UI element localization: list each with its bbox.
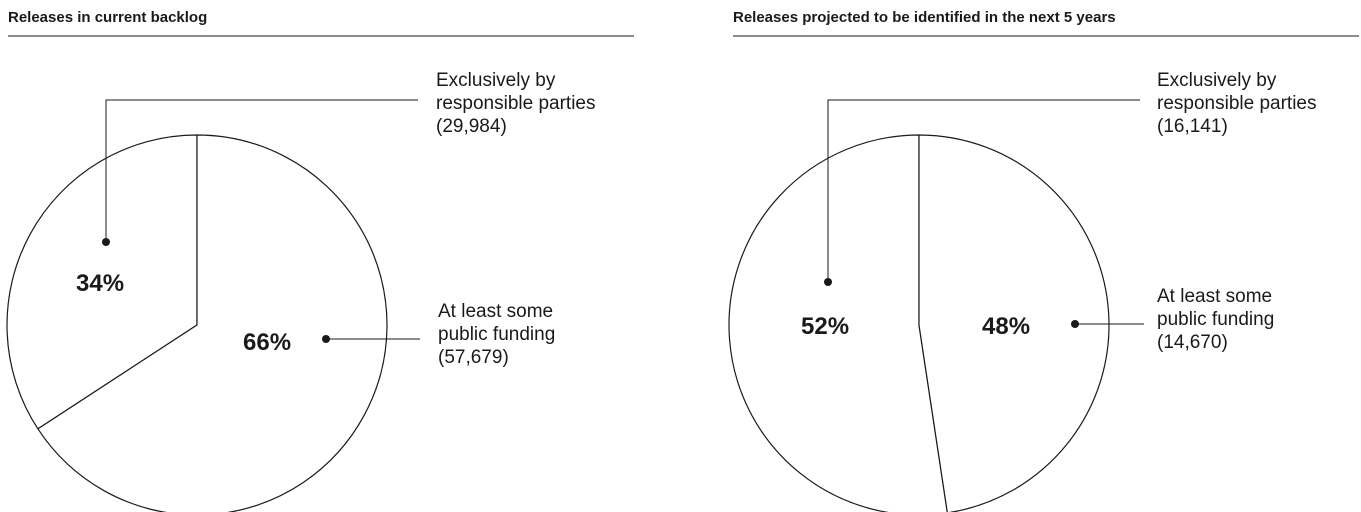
chart-1-pie (6, 134, 388, 512)
chart-backlog: Releases in current backlog 34% 66% Excl… (6, 9, 634, 512)
chart-1-slice-2-label: At least some public funding (57,679) (438, 301, 561, 368)
chart-1-slice-2 (37, 134, 388, 512)
chart-1-slice-2-leader-dot (322, 335, 330, 343)
chart-1-slice-2-percent: 66% (243, 329, 291, 356)
chart-2-slice-2 (918, 134, 1110, 512)
chart-2-slice-2-label: At least some public funding (14,670) (1157, 286, 1280, 353)
chart-2-title: Releases projected to be identified in t… (733, 9, 1116, 26)
chart-2-slice-1-leader-dot (824, 278, 832, 286)
chart-2-slice-1-leader (827, 99, 1140, 282)
chart-2-slice-1-label: Exclusively by responsible parties (16,1… (1157, 70, 1322, 137)
chart-2-slice-2-percent: 48% (982, 313, 1030, 340)
chart-1-slice-1-label: Exclusively by responsible parties (29,9… (436, 70, 601, 137)
chart-1-slice-1-leader-dot (102, 238, 110, 246)
chart-1-slice-1-leader (105, 99, 418, 242)
chart-2-slice-2-leader-dot (1071, 320, 1079, 328)
chart-projected: Releases projected to be identified in t… (728, 9, 1359, 512)
chart-2-pie (728, 134, 1110, 512)
chart-2-slice-1-percent: 52% (801, 313, 849, 340)
chart-1-title: Releases in current backlog (8, 9, 207, 26)
chart-2-slice-1 (728, 134, 948, 512)
chart-1-slice-1-percent: 34% (76, 270, 124, 297)
